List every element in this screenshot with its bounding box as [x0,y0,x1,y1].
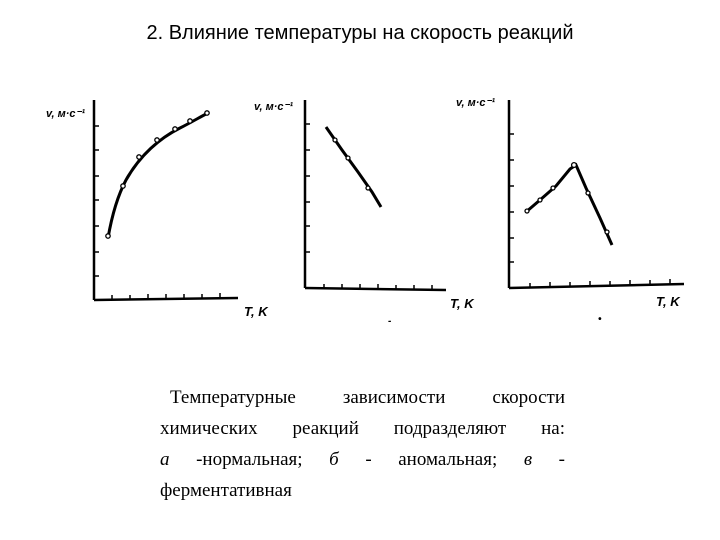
label-a-text: -нормальная; [169,449,330,470]
panel-marker: • [598,314,602,325]
caption-line-3: а -нормальная; б - аномальная; в - [160,444,565,475]
data-point [120,183,126,189]
data-point [332,137,338,143]
data-point [550,185,556,191]
x-axis [304,286,447,292]
data-point [187,118,193,124]
data-point [570,161,578,169]
y-axis-label: v, м·с⁻¹ [456,97,495,109]
data-point [585,190,591,196]
data-point [154,137,160,143]
data-point [537,197,543,203]
data-points [105,110,210,239]
ticks-x [529,279,671,288]
ticks-y [305,123,310,253]
ticks-x [111,293,221,300]
panel-marker: - [388,316,392,327]
label-a: а [160,449,170,470]
data-point [365,185,371,191]
data-point [604,229,610,235]
y-axis-label: v, м·с⁻¹ [46,108,85,120]
x-axis-label: T, K [656,294,681,309]
ticks-y [94,125,99,277]
ticks-y [509,133,514,263]
label-c-text: - [532,449,565,470]
data-point [524,208,530,214]
series-line [525,162,614,246]
caption-line-2: химических реакций подразделяют на: [160,418,565,439]
temperature-dependence-figure: v, м·с⁻¹ T, K v, м·с⁻¹ T, K [46,97,685,327]
y-axis-label: v, м·с⁻¹ [254,101,293,113]
caption-line-4: ферментативная [160,480,292,501]
label-c: в [523,449,533,470]
x-axis [508,282,685,290]
data-point [172,126,178,132]
label-b-text: - аномальная; [338,449,524,470]
caption-line-1: Температурные зависимости скорости [170,387,565,408]
x-axis-label: T, K [244,304,269,319]
x-axis-label: T, K [450,296,475,311]
data-point [204,110,210,116]
chart-enzymatic: v, м·с⁻¹ T, K • [456,97,685,325]
series-line [106,111,209,239]
slide-title: 2. Влияние температуры на скорость реакц… [146,22,574,44]
series-line [324,126,383,208]
data-point [105,233,111,239]
data-point [136,154,142,160]
label-b: б [329,449,339,470]
chart-normal: v, м·с⁻¹ T, K [46,100,269,319]
data-points [524,161,610,235]
data-points [332,137,371,191]
ticks-x [323,284,433,290]
data-point [345,155,351,161]
chart-anomalous: v, м·с⁻¹ T, K - [254,100,475,327]
figure-caption: Температурные зависимости скорости химич… [160,382,565,506]
